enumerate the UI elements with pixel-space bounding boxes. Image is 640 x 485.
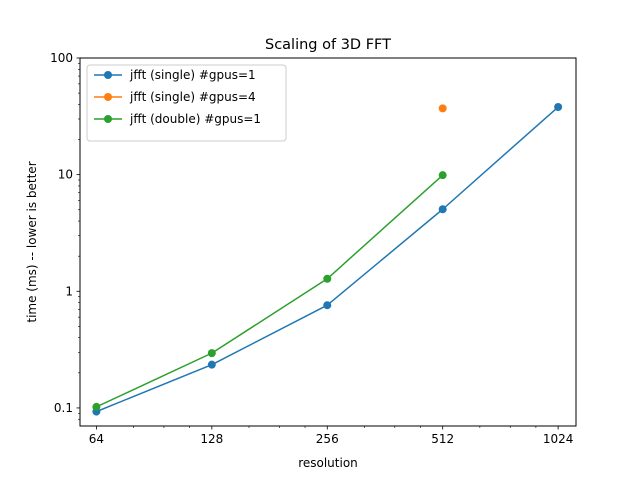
legend-label: jfft (single) #gpus=4 <box>129 90 256 104</box>
legend-swatch-marker <box>104 71 112 79</box>
y-tick-label: 10 <box>58 168 73 182</box>
data-point <box>92 402 101 411</box>
y-tick-label: 0.1 <box>54 401 73 415</box>
series-2 <box>92 171 447 411</box>
data-point <box>323 301 332 310</box>
legend-swatch-marker <box>104 115 112 123</box>
x-axis-label: resolution <box>298 456 358 470</box>
data-point <box>438 104 447 113</box>
legend-label: jfft (single) #gpus=1 <box>129 68 256 82</box>
plot-area <box>92 103 563 416</box>
legend-box <box>86 64 287 142</box>
data-point <box>554 103 563 112</box>
y-axis-label: time (ms) -- lower is better <box>25 161 39 322</box>
x-tick-label: 256 <box>316 432 339 446</box>
x-tick-label: 512 <box>431 432 454 446</box>
data-point <box>207 349 216 358</box>
y-tick-label: 100 <box>50 51 73 65</box>
axes-frame <box>79 57 577 427</box>
series-line <box>95 174 444 408</box>
axis-ticks: 64 128 256 512 1024 0.1 1 10 100 <box>50 51 573 446</box>
legend: jfft (single) #gpus=1 jfft (single) #gpus… <box>86 64 287 142</box>
data-point <box>438 205 447 214</box>
x-tick-label: 64 <box>89 432 104 446</box>
y-tick-label: 1 <box>65 284 73 298</box>
series-1 <box>438 104 447 113</box>
data-point <box>323 274 332 283</box>
data-point <box>438 171 447 180</box>
legend-swatch-marker <box>104 93 112 101</box>
x-tick-label: 1024 <box>543 432 574 446</box>
x-tick-label: 128 <box>200 432 223 446</box>
chart-title: Scaling of 3D FFT <box>265 37 391 53</box>
legend-label: jfft (double) #gpus=1 <box>129 112 261 126</box>
data-point <box>207 360 216 369</box>
